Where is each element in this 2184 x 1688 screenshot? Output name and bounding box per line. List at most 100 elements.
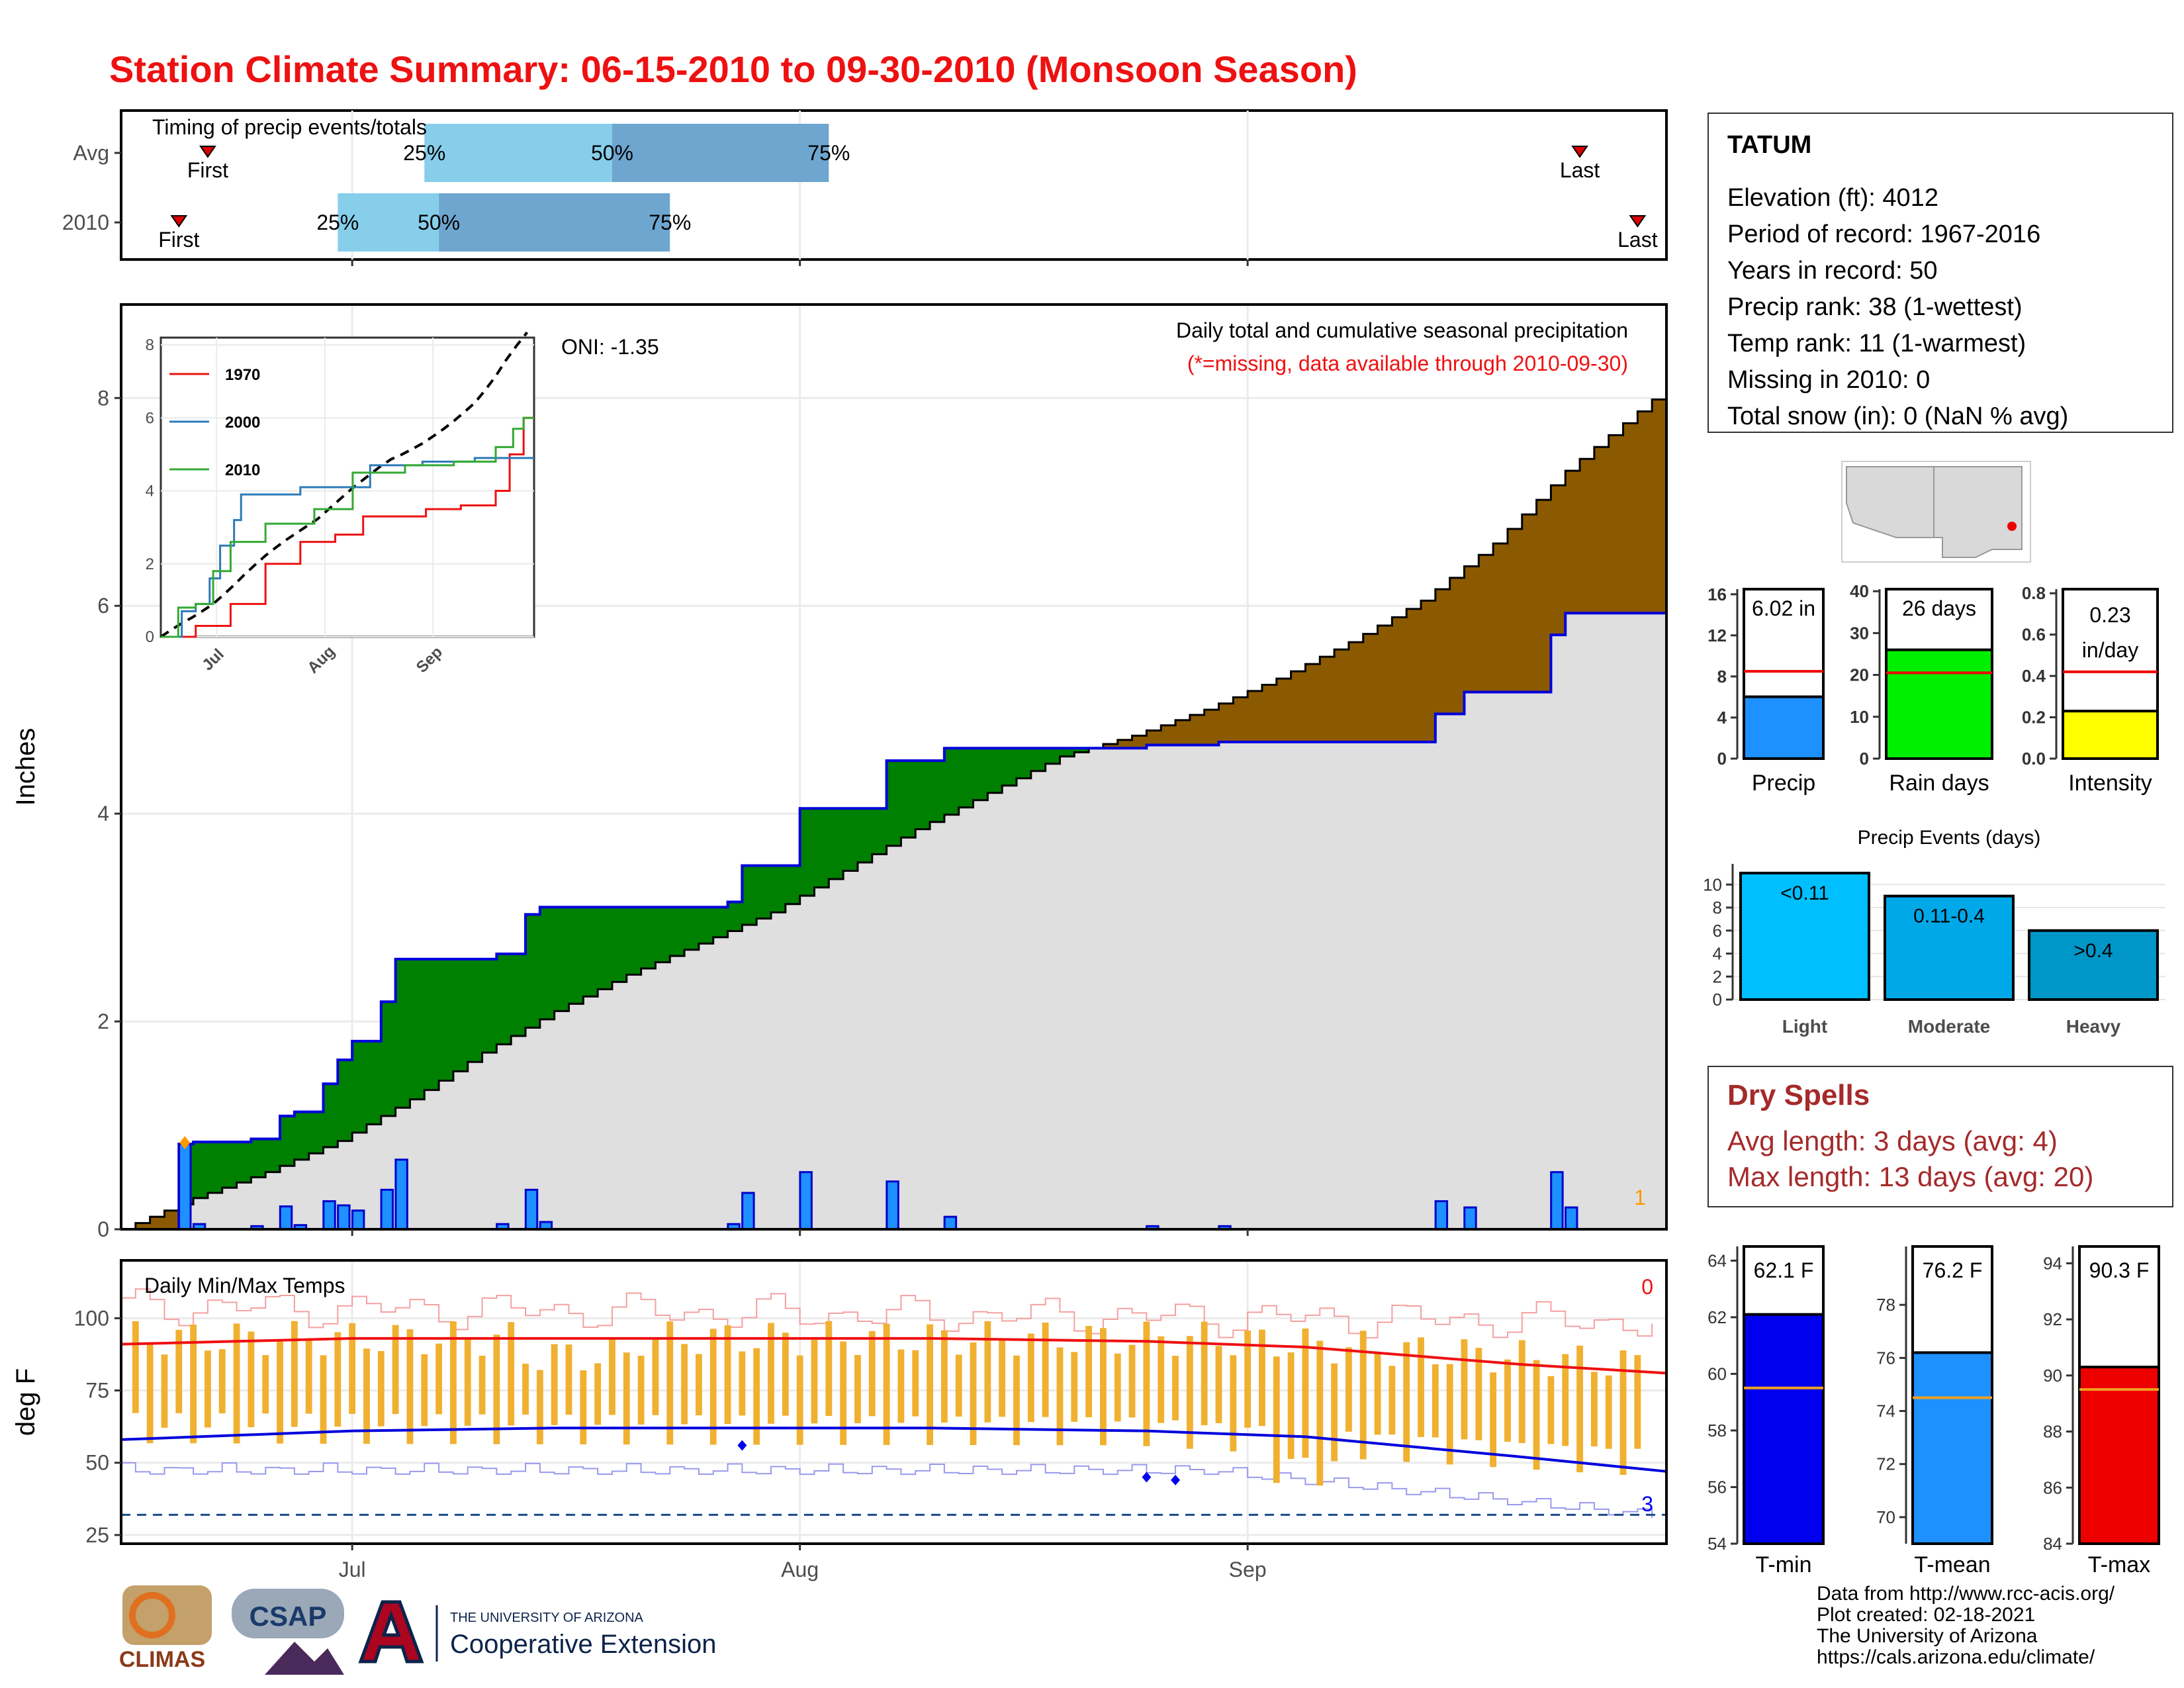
daily-temp-bar [955, 1354, 962, 1417]
cum-avg-area [1580, 613, 1595, 1229]
tmin-avg-line [120, 1427, 1667, 1473]
timing-first-label: First [187, 158, 228, 182]
above-avg-area [482, 959, 497, 1053]
below-avg-area [1565, 471, 1580, 614]
precip-ytick-label: 4 [97, 802, 109, 825]
above-avg-area [222, 1142, 238, 1188]
below-avg-area [1392, 617, 1407, 742]
below-avg-area [1377, 626, 1392, 742]
cum-avg-area [1218, 741, 1234, 1229]
dry-spells-box: Dry Spells Avg length: 3 days (avg: 4) M… [1707, 1066, 2173, 1207]
above-avg-area [496, 954, 512, 1045]
precip-ytick-label: 0 [97, 1217, 109, 1241]
inset-ytick-label: 2 [146, 555, 154, 573]
cum-avg-area [236, 1182, 252, 1229]
daily-temp-bar [637, 1356, 645, 1425]
summary-0-ytick-label: 8 [1717, 667, 1727, 686]
cum-avg-area [1261, 741, 1277, 1229]
above-avg-area [742, 865, 757, 925]
cum-avg-area [525, 1027, 541, 1229]
cum-avg-area [1204, 745, 1220, 1229]
summary-category-label: Precip [1752, 771, 1815, 796]
timing-title: Timing of precip events/totals [152, 115, 427, 139]
events-ytick-label: 4 [1713, 944, 1722, 964]
temp-summary-ytick-label: 56 [1707, 1477, 1727, 1497]
below-avg-area [1580, 459, 1595, 614]
above-avg-area [207, 1142, 223, 1194]
daily-precip-bar [1565, 1206, 1578, 1231]
daily-temp-bar [927, 1324, 933, 1445]
below-avg-area [1522, 514, 1537, 692]
events-category-label: Moderate [1908, 1016, 1990, 1037]
cum-avg-area [1536, 692, 1552, 1229]
above-avg-area [1002, 748, 1017, 786]
summary-1-ytick-label: 10 [1850, 707, 1869, 727]
cum-avg-area [742, 925, 757, 1229]
csap-logo-cloud [232, 1589, 344, 1638]
climas-logo-text: CLIMAS [119, 1647, 205, 1672]
daily-temp-bar [349, 1323, 356, 1414]
daily-precip-bar [351, 1209, 365, 1231]
cum-avg-area [294, 1159, 310, 1229]
below-avg-area [1551, 485, 1566, 635]
summary-2-ytick-label: 0.6 [2022, 625, 2046, 645]
cum-avg-area [814, 887, 829, 1229]
above-avg-area [698, 907, 714, 944]
below-avg-area [1204, 710, 1220, 745]
cum-avg-area [857, 862, 873, 1229]
cum-avg-area [496, 1044, 512, 1229]
above-avg-area [569, 907, 584, 1004]
daily-temp-bar [277, 1340, 283, 1444]
below-avg-area [1507, 529, 1523, 692]
precip-ylabel: Inches [11, 728, 40, 806]
daily-temp-bar [652, 1337, 659, 1415]
daily-temp-bar [623, 1352, 630, 1445]
precip-missing-note: (*=missing, data available through 2010-… [1187, 352, 1628, 375]
cum-avg-area [583, 996, 598, 1229]
below-avg-area [1291, 671, 1306, 742]
ua-extension: Cooperative Extension [450, 1630, 716, 1659]
below-avg-area [1248, 690, 1263, 742]
timing-q50-q75-bar [612, 124, 829, 182]
events-ytick-label: 0 [1713, 990, 1722, 1009]
timing-first-marker [170, 215, 188, 228]
summary-1-ytick-label: 0 [1860, 749, 1869, 769]
above-avg-area [395, 959, 411, 1108]
above-avg-area [814, 808, 829, 888]
above-avg-area [251, 1139, 266, 1178]
month-xtick-label: Aug [781, 1558, 819, 1581]
events-title: Precip Events (days) [1858, 827, 2041, 849]
cum-avg-area [410, 1099, 425, 1229]
cum-avg-area [554, 1011, 570, 1229]
inset-ytick-label: 6 [146, 409, 154, 427]
record-low-marker [737, 1440, 747, 1451]
daily-temp-bar [811, 1340, 818, 1424]
cum-avg-area [698, 943, 714, 1229]
below-avg-area [1608, 435, 1624, 614]
daily-temp-bar [262, 1355, 269, 1414]
station-precip-rank: Precip rank: 38 (1-wettest) [1727, 293, 2023, 321]
daily-temp-bar [1273, 1356, 1280, 1483]
above-avg-area [612, 907, 627, 982]
inset-legend-label: 2000 [225, 414, 260, 432]
cum-avg-area [1132, 748, 1147, 1229]
cum-avg-area [1016, 778, 1032, 1229]
above-avg-area [872, 808, 887, 855]
cum-avg-area [1348, 741, 1364, 1229]
daily-temp-bar [1331, 1363, 1338, 1462]
daily-temp-bar [854, 1354, 861, 1423]
cum-avg-area [1623, 613, 1638, 1229]
temp-summary-ytick-label: 92 [2043, 1309, 2062, 1329]
daily-temp-bar [1302, 1328, 1309, 1458]
dry-spells-title: Dry Spells [1727, 1079, 1870, 1111]
summary-2-ytick-label: 0.4 [2022, 666, 2046, 686]
summary-2-bar [2062, 710, 2159, 760]
timing-last-marker [1571, 146, 1588, 158]
cum-avg-area [467, 1062, 483, 1229]
above-avg-area [381, 1002, 396, 1116]
below-avg-area [1320, 657, 1335, 742]
temp-summary-bar [2078, 1366, 2160, 1546]
cum-avg-area [265, 1172, 281, 1229]
station-snow: Total snow (in): 0 (NaN % avg) [1727, 402, 2069, 430]
record-min-line [121, 1462, 1653, 1519]
